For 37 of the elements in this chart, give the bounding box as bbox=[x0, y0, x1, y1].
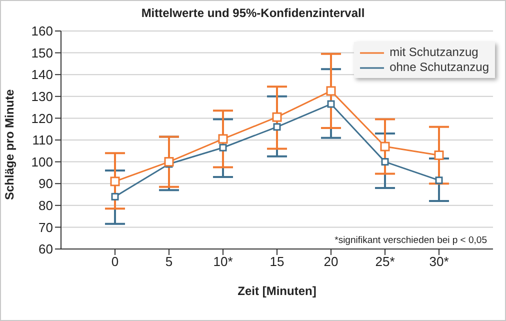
x-tick-label: 5 bbox=[165, 254, 173, 270]
x-tick-label: 0 bbox=[111, 254, 119, 270]
point bbox=[218, 134, 228, 144]
x-tick-label: 20 bbox=[324, 254, 338, 270]
x-tick-label: 25* bbox=[375, 254, 395, 270]
y-tick-label: 70 bbox=[38, 220, 53, 235]
point bbox=[434, 150, 444, 160]
legend-label: mit Schutzanzug bbox=[390, 45, 478, 60]
point bbox=[435, 176, 443, 184]
annotation: *signifikant verschieden bei p < 0,05 bbox=[334, 235, 487, 246]
x-tick-label: 15 bbox=[270, 254, 284, 270]
y-tick-label: 120 bbox=[31, 110, 53, 126]
point bbox=[111, 192, 119, 200]
y-tick-label: 110 bbox=[32, 132, 53, 148]
point bbox=[272, 112, 282, 122]
y-tick-label: 60 bbox=[38, 242, 53, 257]
point bbox=[164, 157, 174, 167]
y-tick-label: 140 bbox=[31, 67, 53, 82]
y-tick-label: 90 bbox=[38, 176, 53, 192]
y-axis-title: Schläge pro Minute bbox=[2, 88, 16, 200]
y-tick-label: 160 bbox=[31, 24, 53, 39]
point bbox=[381, 158, 389, 166]
chart-title: Mittelwerte und 95%-Konfidenzintervall bbox=[140, 6, 366, 20]
x-axis-title: Zeit [Minuten] bbox=[238, 284, 316, 298]
legend-label: ohne Schutzanzug bbox=[390, 60, 489, 75]
point bbox=[327, 100, 335, 108]
y-tick-label: 100 bbox=[31, 154, 53, 170]
point bbox=[110, 176, 120, 186]
point bbox=[326, 86, 336, 96]
point bbox=[219, 144, 227, 152]
y-tick-label: 80 bbox=[38, 198, 53, 214]
y-tick-label: 150 bbox=[31, 45, 53, 60]
point bbox=[380, 142, 390, 152]
x-tick-label: 30* bbox=[429, 254, 449, 270]
point bbox=[273, 123, 281, 131]
x-tick-label: 10* bbox=[213, 254, 233, 270]
y-tick-label: 130 bbox=[31, 89, 53, 104]
